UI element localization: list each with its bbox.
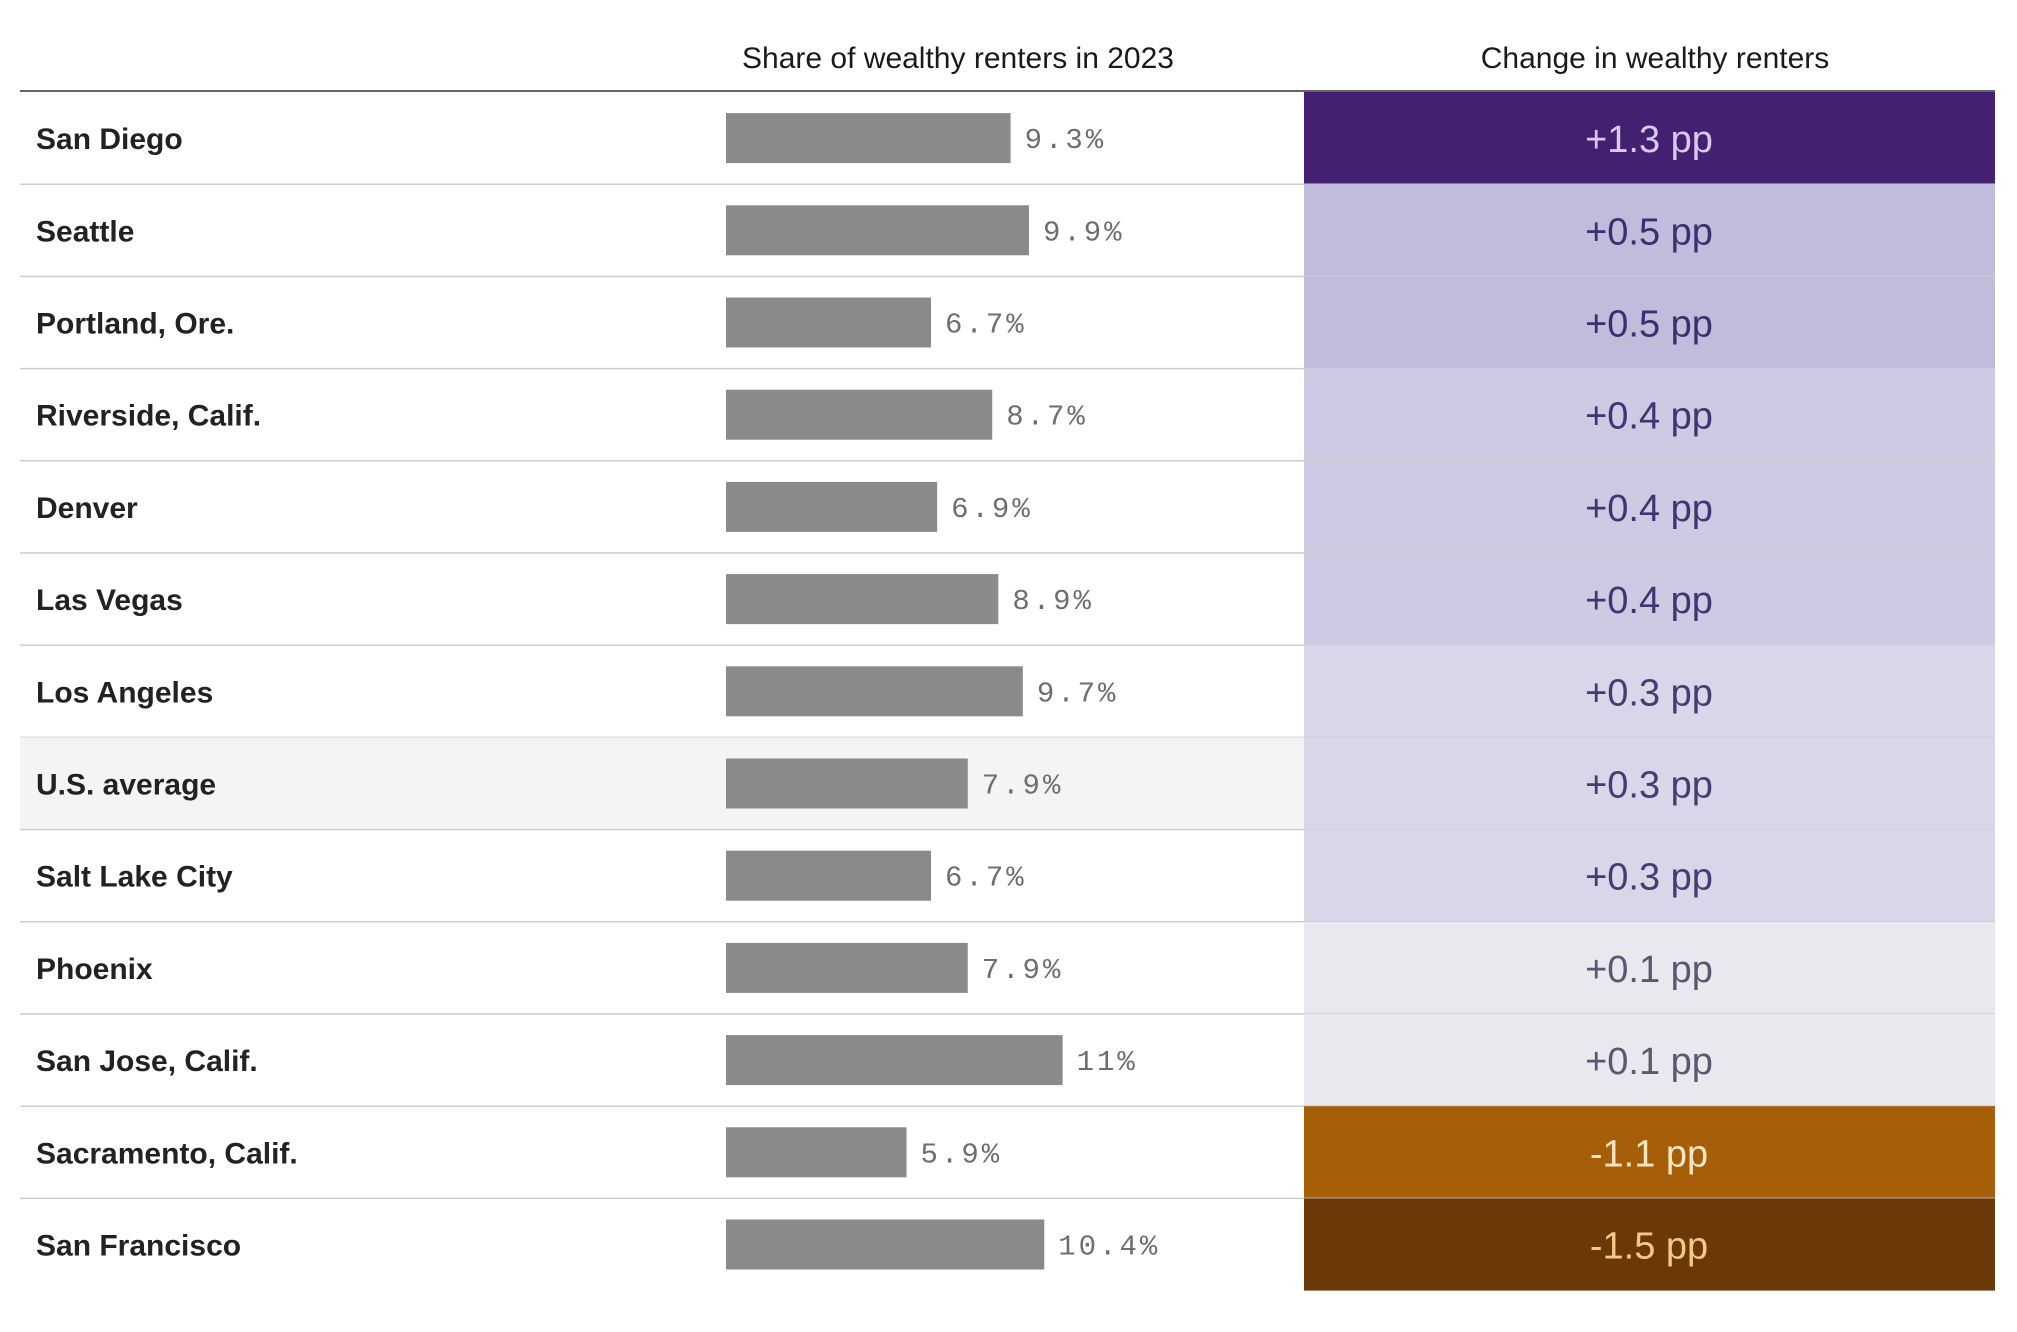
city-label: Los Angeles [36, 676, 213, 709]
change-value-label: +0.3 pp [1585, 857, 1713, 899]
city-label: Sacramento, Calif. [36, 1137, 298, 1170]
share-bar [726, 205, 1029, 256]
share-bar [726, 1219, 1045, 1270]
table-row: Seattle 9.9% +0.5 pp [20, 184, 1995, 278]
share-bar [726, 113, 1011, 164]
change-cell [1304, 829, 1995, 922]
city-label: San Diego [36, 123, 183, 156]
change-cell [1304, 368, 1995, 461]
share-value-label: 5.9% [921, 1138, 1003, 1171]
change-cell [1304, 184, 1995, 277]
table-row: Riverside, Calif. 8.7% +0.4 pp [20, 368, 1995, 462]
change-cell [1304, 276, 1995, 369]
share-value-label: 8.7% [1006, 401, 1088, 434]
table-row: Portland, Ore. 6.7% +0.5 pp [20, 276, 1995, 370]
city-label: Salt Lake City [36, 861, 233, 894]
share-value-label: 7.9% [982, 770, 1064, 803]
share-value-label: 9.7% [1037, 677, 1119, 710]
city-label: Seattle [36, 215, 134, 248]
city-label: Portland, Ore. [36, 308, 234, 341]
change-value-label: -1.1 pp [1590, 1133, 1708, 1175]
share-value-label: 9.9% [1043, 216, 1125, 249]
change-cell [1304, 553, 1995, 646]
table-row: Los Angeles 9.7% +0.3 pp [20, 645, 1995, 739]
change-value-label: +0.4 pp [1585, 580, 1713, 622]
row-highlight [20, 737, 1304, 830]
change-cell [1304, 1198, 1995, 1291]
table-row: San Diego 9.3% +1.3 pp [20, 92, 1995, 185]
share-value-label: 7.9% [982, 954, 1064, 987]
share-value-label: 6.7% [945, 862, 1027, 895]
change-cell [1304, 645, 1995, 738]
change-cell [1304, 737, 1995, 830]
city-label: Denver [36, 492, 138, 525]
share-bar [726, 850, 932, 901]
change-column-header: Change in wealthy renters [1481, 42, 1830, 75]
table-row: U.S. average 7.9% +0.3 pp [20, 737, 1995, 831]
share-bar [726, 297, 932, 348]
change-cell [1304, 92, 1995, 185]
change-value-label: +0.3 pp [1585, 765, 1713, 807]
share-bar [726, 481, 938, 532]
table-row: San Francisco 10.4% -1.5 pp [36, 1198, 1995, 1291]
share-column-header: Share of wealthy renters in 2023 [742, 42, 1174, 75]
city-label: U.S. average [36, 769, 216, 802]
city-label: San Jose, Calif. [36, 1045, 258, 1078]
share-value-label: 6.9% [951, 493, 1033, 526]
table-row: Sacramento, Calif. 5.9% -1.1 pp [20, 1106, 1995, 1200]
change-cell [1304, 1106, 1995, 1199]
change-value-label: +0.4 pp [1585, 488, 1713, 530]
share-bar [726, 758, 968, 809]
change-value-label: +1.3 pp [1585, 119, 1713, 161]
share-bar [726, 1127, 907, 1178]
share-bar [726, 666, 1023, 717]
change-value-label: +0.1 pp [1585, 1041, 1713, 1083]
city-label: San Francisco [36, 1230, 241, 1263]
city-label: Riverside, Calif. [36, 400, 261, 433]
share-value-label: 9.3% [1025, 124, 1107, 157]
change-value-label: +0.1 pp [1585, 949, 1713, 991]
change-value-label: +0.4 pp [1585, 396, 1713, 438]
change-value-label: +0.5 pp [1585, 304, 1713, 346]
table-row: Denver 6.9% +0.4 pp [20, 460, 1995, 554]
table-row: San Jose, Calif. 11% +0.1 pp [20, 1014, 1995, 1107]
table-row: Phoenix 7.9% +0.1 pp [20, 921, 1995, 1015]
share-bar [726, 1035, 1063, 1086]
share-bar [726, 942, 968, 993]
share-bar [726, 389, 993, 440]
table-row: Salt Lake City 6.7% +0.3 pp [20, 829, 1995, 923]
share-value-label: 6.7% [945, 309, 1027, 342]
change-cell [1304, 921, 1995, 1014]
city-label: Phoenix [36, 953, 153, 986]
change-value-label: +0.5 pp [1585, 211, 1713, 253]
share-value-label: 10.4% [1058, 1231, 1160, 1264]
city-label: Las Vegas [36, 584, 183, 617]
change-cell [1304, 1014, 1995, 1107]
change-value-label: -1.5 pp [1590, 1226, 1708, 1268]
table-row: Las Vegas 8.9% +0.4 pp [20, 553, 1995, 646]
share-value-label: 8.9% [1012, 585, 1094, 618]
change-cell [1304, 460, 1995, 553]
share-value-label: 11% [1077, 1046, 1138, 1079]
change-value-label: +0.3 pp [1585, 672, 1713, 714]
share-bar [726, 574, 999, 625]
